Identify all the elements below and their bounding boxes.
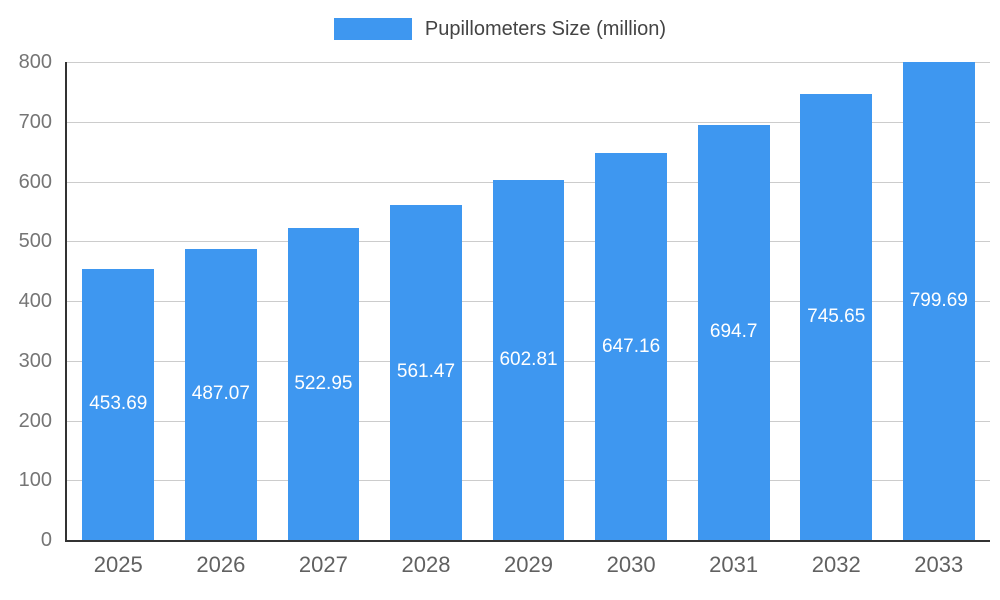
bar-slot: 799.69	[888, 62, 991, 540]
y-axis-tick-label: 0	[40, 529, 52, 551]
bar: 694.7	[697, 124, 770, 540]
y-axis-labels: 0 100 200 300 400 500 600 700 800	[0, 52, 52, 550]
bar: 561.47	[390, 204, 462, 540]
bar: 745.65	[800, 94, 873, 540]
x-axis-tick-label: 2026	[196, 552, 246, 577]
bar-value-label: 561.47	[396, 361, 456, 383]
bar-value-label: 602.81	[499, 348, 558, 370]
bar-slot: 694.7	[682, 62, 785, 540]
bar-slot: 647.16	[580, 62, 683, 540]
bar-value-label: 694.7	[709, 321, 758, 343]
y-axis-tick-label: 800	[18, 51, 52, 73]
x-axis-tick-label: 2028	[401, 552, 451, 577]
bar: 453.69	[82, 268, 155, 540]
legend-label: Pupillometers Size (million)	[424, 17, 667, 40]
bar-slot: 522.95	[272, 62, 375, 540]
x-axis-labels: 2025 2026 2027 2028 2029 2030 2031 2032 2033	[67, 552, 990, 578]
x-axis-tick-label: 2027	[298, 552, 348, 577]
x-axis-tick-label: 2031	[709, 552, 759, 577]
bar-slot: 602.81	[477, 62, 580, 540]
bar: 799.69	[902, 62, 975, 540]
y-axis-tick-label: 100	[18, 469, 52, 492]
bar-slot: 745.65	[785, 62, 888, 540]
bar: 522.95	[287, 227, 360, 540]
y-axis-tick-label: 600	[18, 170, 52, 193]
bar-value-label: 799.69	[909, 290, 968, 312]
bar-value-label: 745.65	[807, 306, 866, 328]
bar-value-label: 487.07	[191, 383, 250, 405]
bars-layer: 453.69 487.07 522.95 561.47 602.81 647.16 694.…	[67, 62, 990, 540]
bar-slot: 561.47	[375, 62, 478, 540]
bar: 487.07	[184, 248, 257, 540]
plot-area: 453.69 487.07 522.95 561.47 602.81 647.16 694.…	[65, 62, 990, 542]
bar-value-label: 522.95	[294, 372, 353, 394]
x-axis-tick-label: 2029	[504, 552, 553, 577]
y-axis-tick-label: 700	[18, 110, 52, 133]
y-axis-tick-label: 400	[18, 290, 52, 312]
chart-legend: Pupillometers Size (million)	[0, 16, 1000, 42]
y-axis-tick-label: 500	[18, 230, 52, 253]
y-axis-tick-label: 200	[18, 409, 52, 432]
bar: 602.81	[492, 179, 565, 540]
bar-slot: 453.69	[67, 62, 170, 540]
bar: 647.16	[595, 153, 667, 540]
gridline	[67, 62, 990, 63]
x-axis-tick-label: 2025	[93, 552, 143, 577]
bar-value-label: 453.69	[89, 393, 148, 415]
gridline	[67, 121, 990, 123]
x-axis-tick-label: 2030	[606, 552, 656, 577]
bar-value-label: 647.16	[602, 335, 661, 357]
x-axis-tick-label: 2032	[811, 552, 861, 577]
y-axis-tick-label: 300	[18, 349, 52, 372]
legend-swatch	[333, 18, 412, 40]
x-axis-tick-label: 2033	[914, 552, 964, 577]
bar-slot: 487.07	[170, 62, 273, 540]
